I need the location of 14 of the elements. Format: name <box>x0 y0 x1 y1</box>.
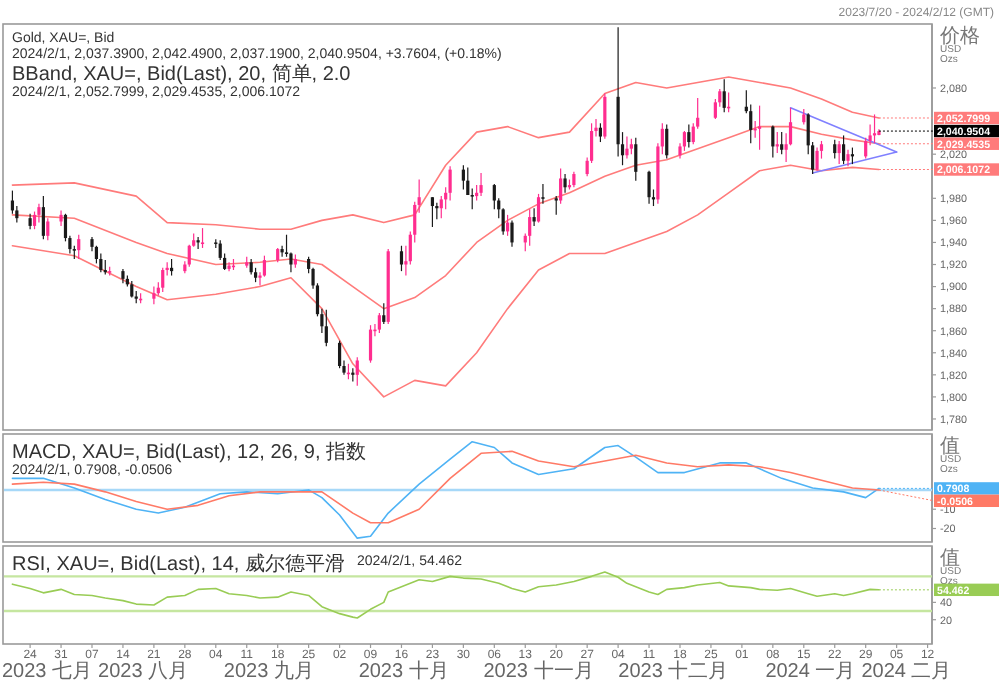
text: 2024 一月 <box>765 661 856 680</box>
chart-title: RSI, XAU=, Bid(Last), 14, 威尔德平滑 <box>12 552 345 576</box>
text: 2023 七月 <box>2 659 93 680</box>
y-axis-title: 值 USD Ozs <box>940 548 962 588</box>
y-axis-title: 值 USD Ozs <box>940 436 962 476</box>
annotation: BBand, XAU=, Bid(Last), 20, 简单, 2.0 <box>12 62 352 86</box>
text: 2023 十一月 <box>483 659 594 680</box>
text: 2023 八月 <box>98 661 189 680</box>
text: 2023 十二月 <box>618 659 729 680</box>
y-axis-title: 价格 USD Ozs <box>938 24 980 66</box>
text: 2024 二月 <box>861 661 952 680</box>
text: 2023 九月 <box>223 659 314 680</box>
text: 2023 十月 <box>358 659 449 680</box>
chart-title: MACD, XAU=, Bid(Last), 12, 26, 9, 指数 <box>12 440 367 464</box>
